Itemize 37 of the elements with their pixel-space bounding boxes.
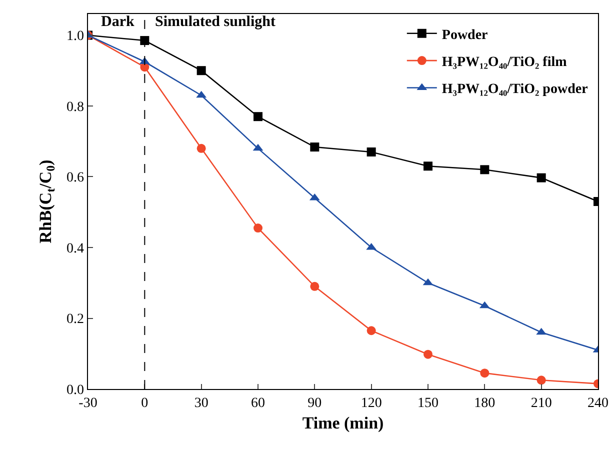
- point: [310, 282, 320, 291]
- point: [366, 147, 376, 156]
- point: [310, 142, 320, 152]
- y-tick-label: 0.2: [66, 312, 84, 328]
- legend-label: H₃PW₁₂O₄₀/TiO₂ film: [442, 55, 568, 70]
- y-tick-label: 1.0: [66, 29, 84, 44]
- point: [196, 144, 206, 153]
- point: [196, 66, 206, 76]
- point: [424, 162, 432, 171]
- point: [140, 36, 150, 46]
- point: [366, 326, 376, 336]
- x-tick-label: 120: [360, 396, 382, 411]
- x-tick-label: 210: [530, 396, 552, 411]
- y-tick-label: 0.4: [66, 241, 84, 256]
- x-tick-label: 0: [141, 396, 148, 411]
- annotation: Dark: [101, 14, 135, 30]
- point: [536, 173, 546, 182]
- legend-label: Powder: [442, 28, 488, 43]
- x-tick-label: 240: [588, 396, 608, 411]
- x-tick-label: 60: [251, 396, 265, 411]
- point: [480, 165, 490, 174]
- y-tick-label: 0.6: [66, 170, 84, 186]
- point: [424, 350, 432, 359]
- x-tick-label: 30: [194, 396, 208, 411]
- x-tick-label: -30: [78, 396, 98, 411]
- point: [536, 376, 546, 385]
- x-axis-title: Time (min): [302, 413, 384, 432]
- y-tick-label: 0.8: [66, 100, 84, 115]
- point: [254, 112, 262, 122]
- point: [254, 224, 262, 233]
- x-tick-label: 150: [418, 396, 438, 411]
- annotation: Simulated sunlight: [155, 14, 276, 30]
- x-tick-label: 90: [308, 396, 322, 411]
- legend-label: H₃PW₁₂O₄₀/TiO₂ powder: [442, 82, 588, 98]
- point: [480, 368, 490, 378]
- y-tick-label: 0.0: [66, 382, 84, 398]
- x-tick-label: 180: [474, 396, 496, 411]
